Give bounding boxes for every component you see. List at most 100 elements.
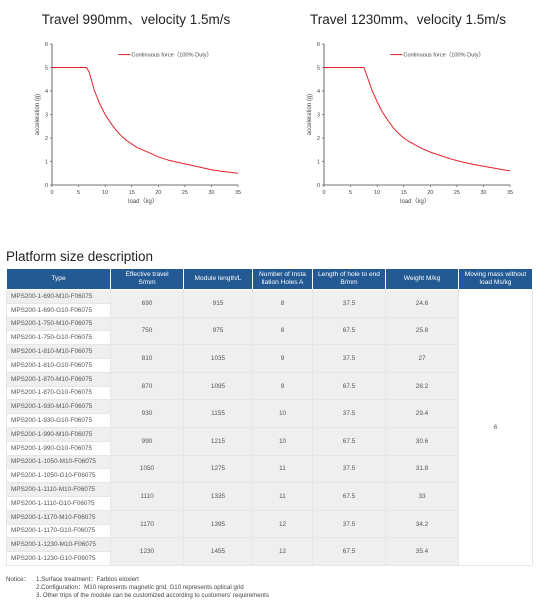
type-cell: MPS200-1-1170-G10-F06075	[6, 523, 111, 539]
b-cell: 37.5	[312, 289, 386, 318]
series-line	[52, 67, 239, 174]
weight-cell: 34.2	[385, 509, 459, 539]
travel-cell: 750	[110, 316, 184, 346]
weight-cell: 29.4	[385, 399, 459, 428]
holes-cell: 8	[252, 316, 313, 346]
type-cell: MPS200-1-1230-G10-F06075	[6, 551, 111, 566]
weight-cell: 31.8	[385, 454, 459, 484]
table-row: MPS200-1-690-M10-F06075 690 915 8 37.5 24.6 6	[6, 289, 533, 566]
b-cell: 37.5	[312, 454, 386, 484]
column-header: Module length/L	[183, 268, 253, 290]
notice-label: Notice：	[6, 576, 30, 583]
chart-plot: 0 1 2 3 4 5 6 0 5 10 15 20 25 30 35 load（kg） acceleratio…	[35, 42, 241, 205]
type-cell: MPS200-1-1050-G10-F06075	[6, 468, 111, 484]
travel-cell: 1170	[110, 509, 184, 539]
chart-plot: 0 1 2 3 4 5 6 0 5 10 15 20 25 30 35 load（kg） acceleratio…	[307, 42, 513, 205]
table-header-row: Type Effective travel S/mm Module length/…	[6, 268, 533, 290]
section-title: Platform size description	[6, 249, 154, 264]
type-cell: MPS200-1-930-M10-F06075	[6, 399, 111, 415]
weight-cell: 30.6	[385, 426, 459, 456]
holes-cell: 9	[252, 344, 313, 373]
travel-cell: 1050	[110, 454, 184, 484]
travel-cell: 870	[110, 371, 184, 401]
table-row: MPS200-1-990-M10-F06075 990 1215 10 67.5 30.6	[6, 426, 533, 456]
weight-cell: 25.8	[385, 316, 459, 346]
holes-cell: 12	[252, 537, 313, 566]
holes-cell: 11	[252, 482, 313, 511]
x-tick-label: 15	[129, 190, 135, 196]
table-row: MPS200-1-870-M10-F06075 870 1095 9 67.5 28.2	[6, 371, 533, 401]
column-header: Number of Insta llation Holes A	[252, 268, 313, 290]
holes-cell: 8	[252, 289, 313, 318]
b-cell: 67.5	[312, 482, 386, 511]
table-body: MPS200-1-690-M10-F06075 690 915 8 37.5 24.6 6 M…	[6, 289, 533, 566]
type-cell: MPS200-1-870-M10-F06075	[6, 371, 111, 387]
x-tick-label: 0	[322, 190, 325, 196]
length-cell: 1455	[183, 537, 253, 566]
table-row: MPS200-1-930-M10-F06075 930 1155 10 37.5 29.4	[6, 399, 533, 428]
travel-cell: 1110	[110, 482, 184, 511]
column-header: Weight M/kg	[385, 268, 459, 290]
type-cell: MPS200-1-810-M10-F06075	[6, 344, 111, 359]
b-cell: 67.5	[312, 537, 386, 566]
type-cell: MPS200-1-990-M10-F06075	[6, 426, 111, 442]
weight-cell: 28.2	[385, 371, 459, 401]
y-tick-label: 0	[317, 183, 320, 189]
length-cell: 1215	[183, 426, 253, 456]
x-tick-label: 35	[507, 190, 513, 196]
x-tick-label: 25	[454, 190, 460, 196]
y-axis-label: acceleration (g)	[307, 94, 313, 135]
weight-cell: 24.6	[385, 289, 459, 318]
b-cell: 67.5	[312, 426, 386, 456]
table-row: MPS200-1-1230-M10-F06075 1230 1455 12 67.5 35…	[6, 537, 533, 566]
notice-line: 3. Other trips of the module can be cust…	[36, 592, 269, 600]
notice-lines: 1.Surface treatment：Farblos eloxiert 2.C…	[36, 576, 269, 601]
x-tick-label: 35	[235, 190, 241, 196]
type-cell: MPS200-1-1170-M10-F06075	[6, 509, 111, 525]
weight-cell: 27	[385, 344, 459, 373]
chart-travel-1230: Travel 1230mm、velocity 1.5m/s 0 1 2 3 4 5 6 0 5 1…	[272, 0, 544, 215]
travel-cell: 990	[110, 426, 184, 456]
x-axis-label: load（kg）	[128, 198, 158, 205]
x-tick-label: 30	[480, 190, 486, 196]
table-row: MPS200-1-1170-M10-F06075 1170 1395 12 37.5 34…	[6, 509, 533, 539]
x-tick-label: 5	[77, 190, 80, 196]
y-tick-label: 2	[317, 136, 320, 142]
chart-travel-990: Travel 990mm、velocity 1.5m/s 0 1 2 3 4 5 6 0 5 10…	[0, 0, 272, 215]
length-cell: 1095	[183, 371, 253, 401]
holes-cell: 12	[252, 509, 313, 539]
length-cell: 1035	[183, 344, 253, 373]
chart-title: Travel 990mm、velocity 1.5m/s	[41, 12, 231, 27]
x-tick-label: 25	[182, 190, 188, 196]
y-tick-label: 1	[317, 160, 320, 166]
type-cell: MPS200-1-690-M10-F06075	[6, 289, 111, 304]
x-tick-label: 0	[50, 190, 53, 196]
y-tick-label: 3	[317, 113, 320, 119]
notice-line: 2.Configuration：M10 represents magnetic …	[36, 584, 244, 592]
holes-cell: 10	[252, 426, 313, 456]
weight-cell: 35.4	[385, 537, 459, 566]
type-cell: MPS200-1-1050-M10-F06075	[6, 454, 111, 470]
type-cell: MPS200-1-990-G10-F06075	[6, 440, 111, 456]
x-tick-label: 30	[208, 190, 214, 196]
notice-line: 1.Surface treatment：Farblos eloxiert	[36, 576, 139, 583]
x-tick-label: 15	[401, 190, 407, 196]
series-line	[324, 67, 511, 172]
length-cell: 1155	[183, 399, 253, 428]
type-cell: MPS200-1-750-G10-F06075	[6, 330, 111, 346]
travel-cell: 810	[110, 344, 184, 373]
y-tick-label: 4	[317, 89, 320, 95]
y-tick-label: 2	[45, 136, 48, 142]
y-tick-label: 5	[45, 66, 48, 72]
length-cell: 975	[183, 316, 253, 346]
b-cell: 67.5	[312, 316, 386, 346]
x-tick-label: 20	[155, 190, 161, 196]
x-tick-label: 10	[102, 190, 108, 196]
travel-cell: 690	[110, 289, 184, 318]
holes-cell: 11	[252, 454, 313, 484]
b-cell: 37.5	[312, 509, 386, 539]
x-axis-label: load（kg）	[400, 198, 430, 205]
length-cell: 1335	[183, 482, 253, 511]
holes-cell: 9	[252, 371, 313, 401]
x-tick-label: 10	[374, 190, 380, 196]
